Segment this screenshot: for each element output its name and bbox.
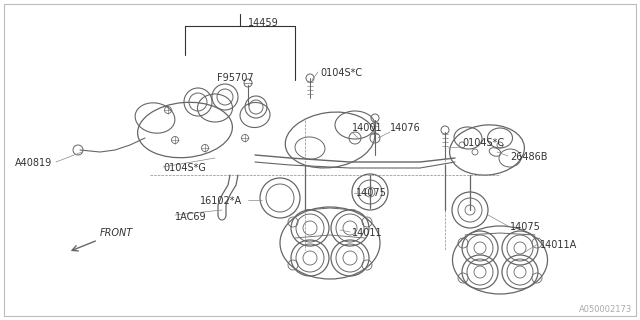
Text: 16102*A: 16102*A <box>200 196 242 206</box>
Text: 1AC69: 1AC69 <box>175 212 207 222</box>
Text: 14075: 14075 <box>356 188 387 198</box>
Text: FRONT: FRONT <box>100 228 133 238</box>
Text: 0104S*C: 0104S*C <box>320 68 362 78</box>
Text: 14459: 14459 <box>248 18 279 28</box>
Text: 14075: 14075 <box>510 222 541 232</box>
Text: 26486B: 26486B <box>510 152 547 162</box>
Text: 0104S*C: 0104S*C <box>462 138 504 148</box>
Text: 14011A: 14011A <box>540 240 577 250</box>
Text: A40819: A40819 <box>15 158 52 168</box>
Text: A050002173: A050002173 <box>579 305 632 314</box>
Text: F95707: F95707 <box>217 73 253 83</box>
Text: 14001: 14001 <box>352 123 383 133</box>
Text: 0104S*G: 0104S*G <box>163 163 206 173</box>
Text: 14076: 14076 <box>390 123 420 133</box>
Text: 14011: 14011 <box>352 228 383 238</box>
